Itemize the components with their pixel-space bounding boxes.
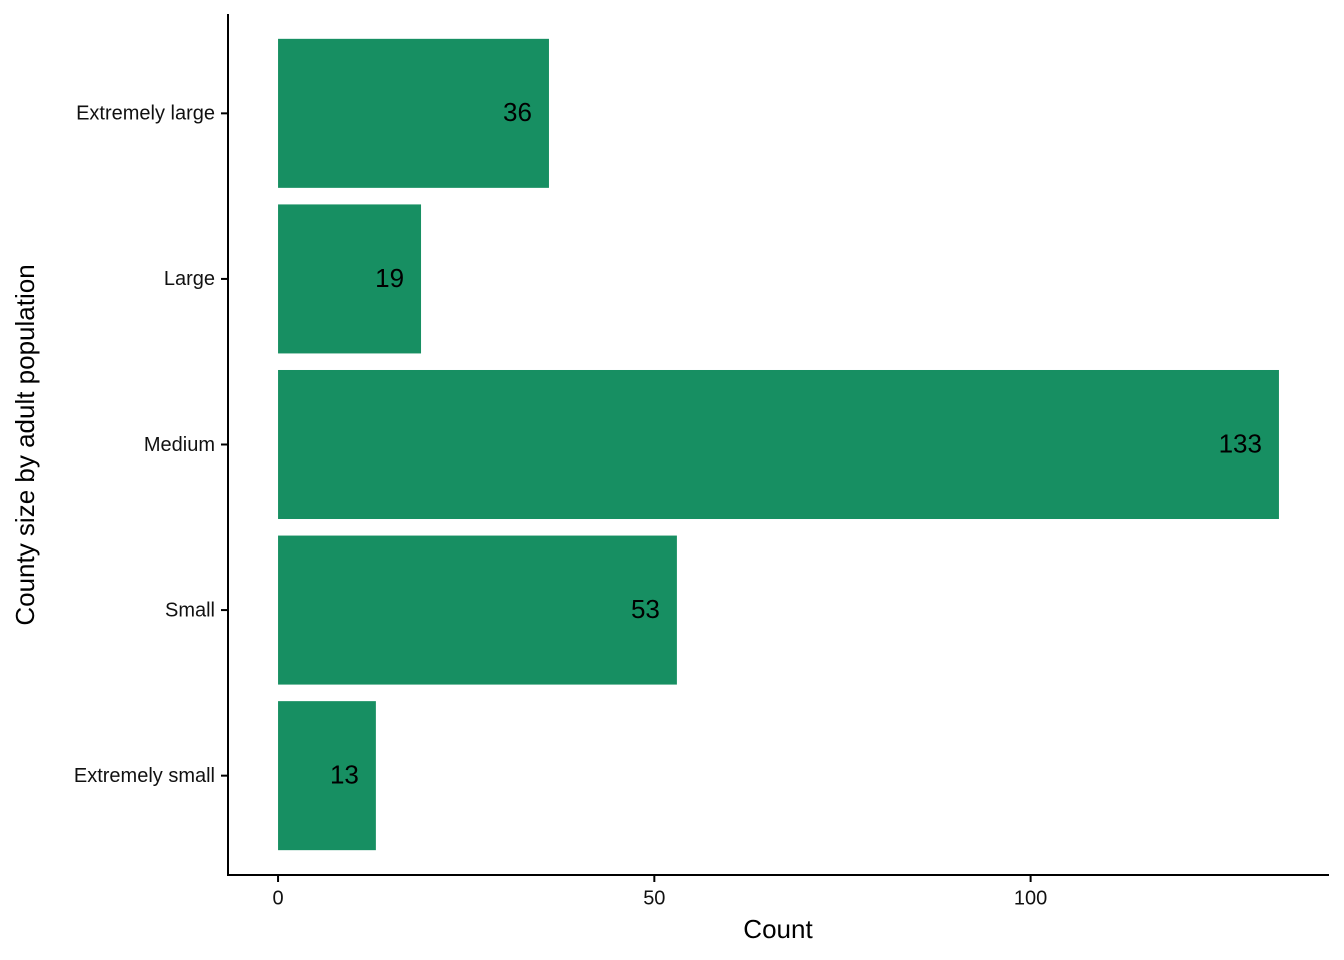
bar bbox=[278, 204, 422, 354]
bar bbox=[278, 535, 677, 685]
y-tick-label: Extremely small bbox=[74, 765, 215, 787]
y-tick-label: Medium bbox=[144, 434, 215, 456]
value-label: 13 bbox=[330, 760, 359, 790]
y-tick-label: Large bbox=[164, 268, 215, 290]
x-axis-title: Count bbox=[743, 914, 813, 944]
x-tick-label: 50 bbox=[643, 887, 665, 909]
value-label: 19 bbox=[375, 263, 404, 293]
y-tick-label: Extremely large bbox=[76, 103, 215, 125]
value-label: 133 bbox=[1219, 428, 1262, 458]
x-tick-label: 0 bbox=[272, 887, 283, 909]
bar bbox=[278, 38, 549, 188]
x-tick-label: 100 bbox=[1014, 887, 1047, 909]
bar bbox=[278, 369, 1279, 520]
y-axis-title: County size by adult population bbox=[10, 264, 40, 625]
value-label: 53 bbox=[631, 594, 660, 624]
bar bbox=[278, 701, 376, 851]
y-tick-label: Small bbox=[165, 599, 215, 621]
value-label: 36 bbox=[503, 97, 532, 127]
